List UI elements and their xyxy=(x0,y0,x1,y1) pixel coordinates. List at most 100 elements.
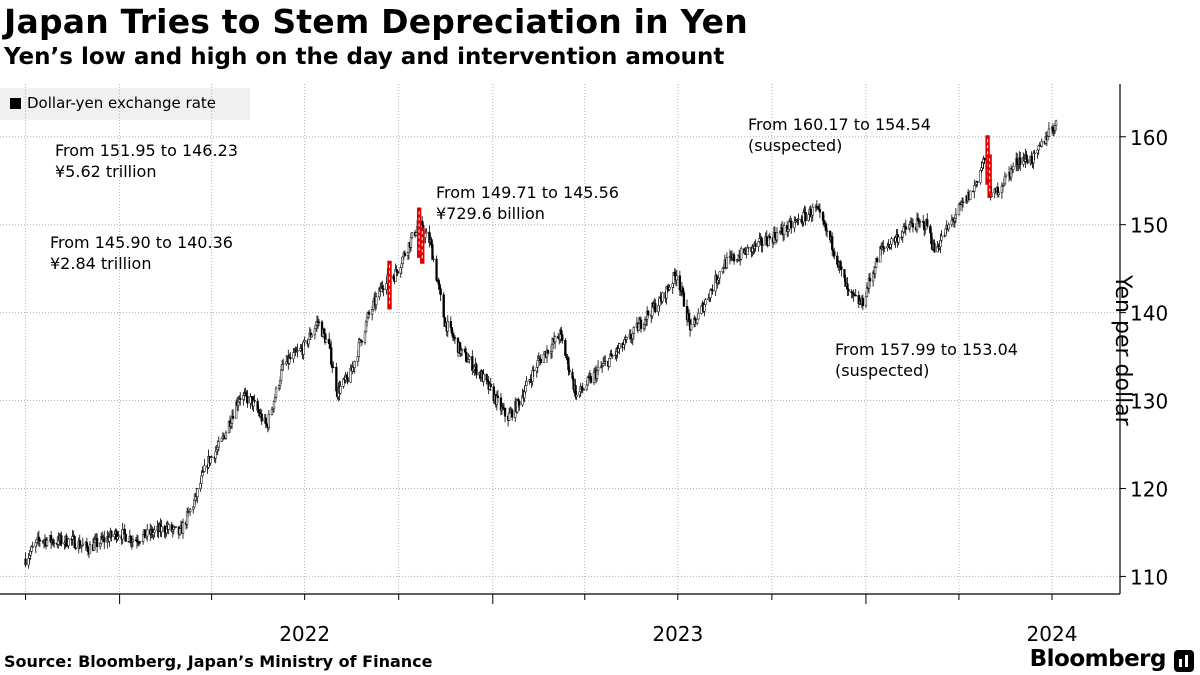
candle-body xyxy=(468,356,471,360)
candle-body xyxy=(396,271,399,274)
legend-swatch xyxy=(10,98,21,109)
candle-body xyxy=(475,364,478,376)
candle-body xyxy=(432,258,435,261)
chart-subtitle: Yen’s low and high on the day and interv… xyxy=(4,44,725,70)
candle-body xyxy=(873,267,877,274)
candle-body xyxy=(675,275,678,281)
candle-body xyxy=(446,321,449,332)
candle-body xyxy=(804,211,807,221)
candle-body xyxy=(274,387,278,398)
y-tick-label: 140 xyxy=(1130,302,1168,326)
candle-body xyxy=(561,334,564,341)
candle-body xyxy=(60,535,63,545)
annotation-line-2: ¥729.6 billion xyxy=(436,204,545,223)
candle-body xyxy=(532,369,535,372)
candle-body xyxy=(239,398,242,400)
candle-body xyxy=(209,457,212,464)
candle-body xyxy=(604,360,607,363)
candle-body xyxy=(324,338,328,343)
candle-body xyxy=(74,547,77,549)
candle-body xyxy=(339,385,342,394)
candle-body xyxy=(282,363,285,365)
candle-body xyxy=(833,251,836,257)
candle-body xyxy=(546,349,550,354)
y-tick-label: 120 xyxy=(1130,477,1168,501)
candle-body xyxy=(933,242,936,253)
candle-body xyxy=(596,366,600,372)
candle-body xyxy=(424,232,427,239)
candle-body xyxy=(449,321,453,328)
x-axis: 2022 2023 2024 xyxy=(0,593,1120,646)
candle-body xyxy=(367,312,371,315)
candle-body xyxy=(110,530,113,538)
candle-body xyxy=(439,288,442,295)
candle-body xyxy=(654,303,657,313)
candle-body xyxy=(307,338,310,345)
annotation-line-2: (suspected) xyxy=(748,136,842,155)
candle-body xyxy=(489,383,492,387)
candle-body xyxy=(754,243,757,247)
annotation-line-1: From 157.99 to 153.04 xyxy=(835,340,1018,359)
candle-body xyxy=(969,190,972,200)
candle-body xyxy=(303,340,306,343)
candle-body xyxy=(360,340,364,343)
candle-body xyxy=(382,288,385,291)
candle-body xyxy=(435,258,438,281)
candle-body xyxy=(217,441,220,448)
candle-body xyxy=(775,232,779,241)
candle-body xyxy=(568,369,571,373)
candle-body xyxy=(890,238,893,245)
candle-body xyxy=(782,225,786,235)
legend: Dollar-yen exchange rate xyxy=(0,88,250,120)
candle-body xyxy=(732,254,736,262)
candle-body xyxy=(611,355,614,357)
y-axis-label: Yen per dollar xyxy=(1110,275,1135,426)
annotation-line-2: ¥2.84 trillion xyxy=(50,254,151,273)
annotation-line-1: From 149.71 to 145.56 xyxy=(436,183,619,202)
candle-body xyxy=(797,218,800,221)
annotation-line-1: From 160.17 to 154.54 xyxy=(748,115,931,134)
candle-body xyxy=(38,539,42,542)
candle-body xyxy=(904,226,907,230)
candle-body xyxy=(632,327,636,334)
candle-body xyxy=(67,538,70,547)
candle-body xyxy=(682,292,686,307)
candle-body xyxy=(768,236,771,239)
candle-body xyxy=(718,271,721,279)
candle-body xyxy=(167,524,170,530)
candle-body xyxy=(536,360,539,368)
candle-body xyxy=(267,414,271,429)
candle-body xyxy=(174,526,177,528)
y-tick-label: 130 xyxy=(1130,390,1168,414)
candle-body xyxy=(539,359,542,363)
candle-body xyxy=(289,357,292,360)
intervention-candle xyxy=(987,154,992,198)
candle-body xyxy=(961,201,965,203)
candle-body xyxy=(425,231,428,234)
candle-body xyxy=(511,409,514,418)
candle-body xyxy=(246,395,249,404)
annotation-line-2: (suspected) xyxy=(835,361,929,380)
candle-body xyxy=(704,299,707,305)
intervention-candles xyxy=(387,135,992,310)
candle-body xyxy=(575,394,578,397)
candle-body xyxy=(947,224,950,230)
candle-body xyxy=(146,529,149,537)
candle-body xyxy=(940,235,943,241)
candle-body xyxy=(272,401,276,409)
candle-body xyxy=(747,247,750,249)
candle-body xyxy=(918,221,922,223)
candle-body xyxy=(117,535,120,537)
candle-body xyxy=(864,296,868,307)
candle-body xyxy=(740,248,743,260)
candle-body xyxy=(1019,157,1022,165)
candle-body xyxy=(811,206,814,216)
candle-body xyxy=(160,526,163,533)
chart-title: Japan Tries to Stem Depreciation in Yen xyxy=(4,2,748,41)
candle-body xyxy=(897,236,900,243)
candle-body xyxy=(95,538,99,547)
candle-body xyxy=(88,544,92,554)
candle-body xyxy=(973,185,976,192)
y-tick-label: 150 xyxy=(1130,214,1168,238)
candle-body xyxy=(687,313,691,321)
